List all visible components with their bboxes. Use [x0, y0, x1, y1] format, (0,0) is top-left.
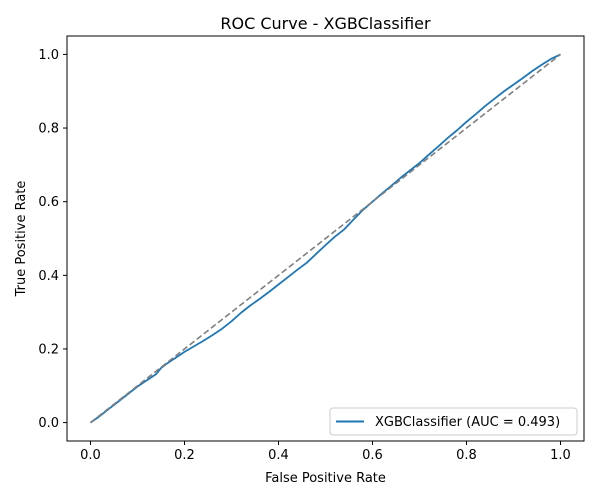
y-tick-label: 0.2 — [38, 342, 59, 357]
y-tick-label: 1.0 — [38, 48, 59, 63]
y-tick-label: 0.4 — [38, 269, 59, 284]
y-tick-label: 0.0 — [38, 416, 59, 431]
x-tick-label: 0.0 — [80, 448, 101, 463]
x-axis: 0.0 0.2 0.4 0.6 0.8 1.0 — [80, 441, 571, 463]
y-tick-label: 0.8 — [38, 122, 59, 137]
x-tick-label: 0.8 — [456, 448, 477, 463]
series-layer — [89, 53, 561, 424]
legend-box — [329, 407, 578, 436]
y-axis-label: True Positive Rate — [14, 181, 29, 298]
x-tick-label: 0.6 — [362, 448, 383, 463]
x-axis-label: False Positive Rate — [265, 471, 386, 486]
chance-diagonal-line — [90, 53, 561, 424]
y-axis: 0.0 0.2 0.4 0.6 0.8 1.0 — [38, 48, 67, 431]
x-tick-label: 1.0 — [550, 448, 571, 463]
y-tick-label: 0.6 — [38, 195, 59, 210]
legend: XGBClassifier (AUC = 0.493) — [329, 407, 578, 436]
chart-title: ROC Curve - XGBClassifier — [220, 14, 431, 33]
plot-frame — [66, 35, 585, 442]
x-tick-label: 0.4 — [268, 448, 289, 463]
x-tick-label: 0.2 — [174, 448, 195, 463]
legend-label: XGBClassifier (AUC = 0.493) — [375, 415, 560, 430]
